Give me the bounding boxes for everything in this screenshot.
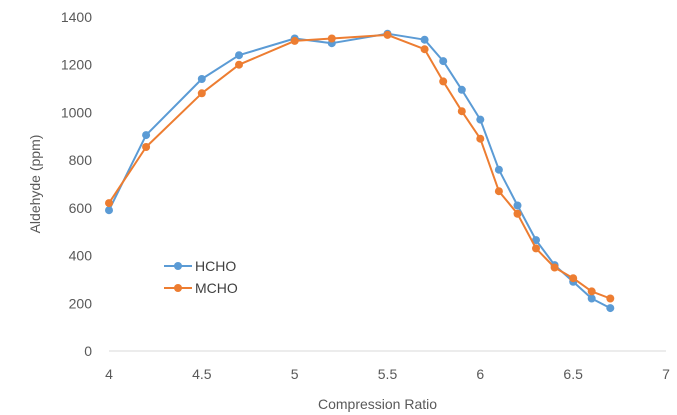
data-point [439,77,448,86]
data-point [235,51,243,60]
data-point [235,60,243,69]
legend-item: HCHO [164,258,236,274]
legend: HCHO MCHO [164,258,238,296]
data-point [420,35,429,44]
y-tick-label: 800 [69,152,93,168]
data-point [532,236,540,245]
y-tick-label: 1000 [61,104,92,120]
data-point [587,294,596,303]
data-point [290,36,299,45]
y-tick-label: 200 [69,295,93,311]
data-point [513,201,522,210]
x-tick-label: 5.5 [378,366,398,382]
x-tick-label: 6.5 [563,366,583,382]
x-tick-label: 4.5 [192,366,212,382]
data-point [383,30,392,39]
legend-label: HCHO [195,258,236,274]
x-axis-title: Compression Ratio [318,396,437,412]
legend-point-marker [174,284,182,292]
x-axis-ticks: 4 4.5 5 5.5 6 6.5 7 [105,366,670,382]
data-point [439,57,448,66]
data-point [569,274,578,283]
x-tick-label: 6 [476,366,484,382]
data-point [327,34,336,43]
y-tick-label: 600 [69,200,93,216]
series-line [108,33,611,300]
data-point [142,143,151,151]
y-tick-label: 400 [69,248,93,264]
legend-point-marker [174,262,182,270]
y-tick-label: 1400 [61,9,92,25]
data-point [142,131,151,140]
data-point [532,244,540,253]
y-tick-label: 0 [84,343,92,359]
data-point [494,187,503,196]
data-point [513,209,522,218]
data-point [494,165,503,174]
data-point [606,294,615,303]
data-point [105,206,113,215]
data-point [606,304,615,313]
data-point [420,45,429,54]
data-point [587,287,596,296]
series-hcho [105,29,615,313]
x-tick-label: 7 [662,366,670,382]
data-point [197,75,206,83]
data-point [457,107,466,116]
legend-label: MCHO [195,280,238,296]
data-point [457,85,466,94]
y-axis-ticks: 0 200 400 600 800 1000 1200 1400 [61,9,92,359]
plot-area [105,29,615,313]
legend-item: MCHO [164,280,238,296]
x-tick-label: 4 [105,366,113,382]
data-point [105,199,113,208]
data-point [550,263,559,272]
y-axis-title: Aldehyde (ppm) [27,135,43,234]
x-tick-label: 5 [291,366,299,382]
data-point [476,134,485,143]
y-tick-label: 1200 [61,57,92,73]
series-mcho [105,30,615,303]
data-point [197,89,206,98]
data-point [476,115,485,124]
